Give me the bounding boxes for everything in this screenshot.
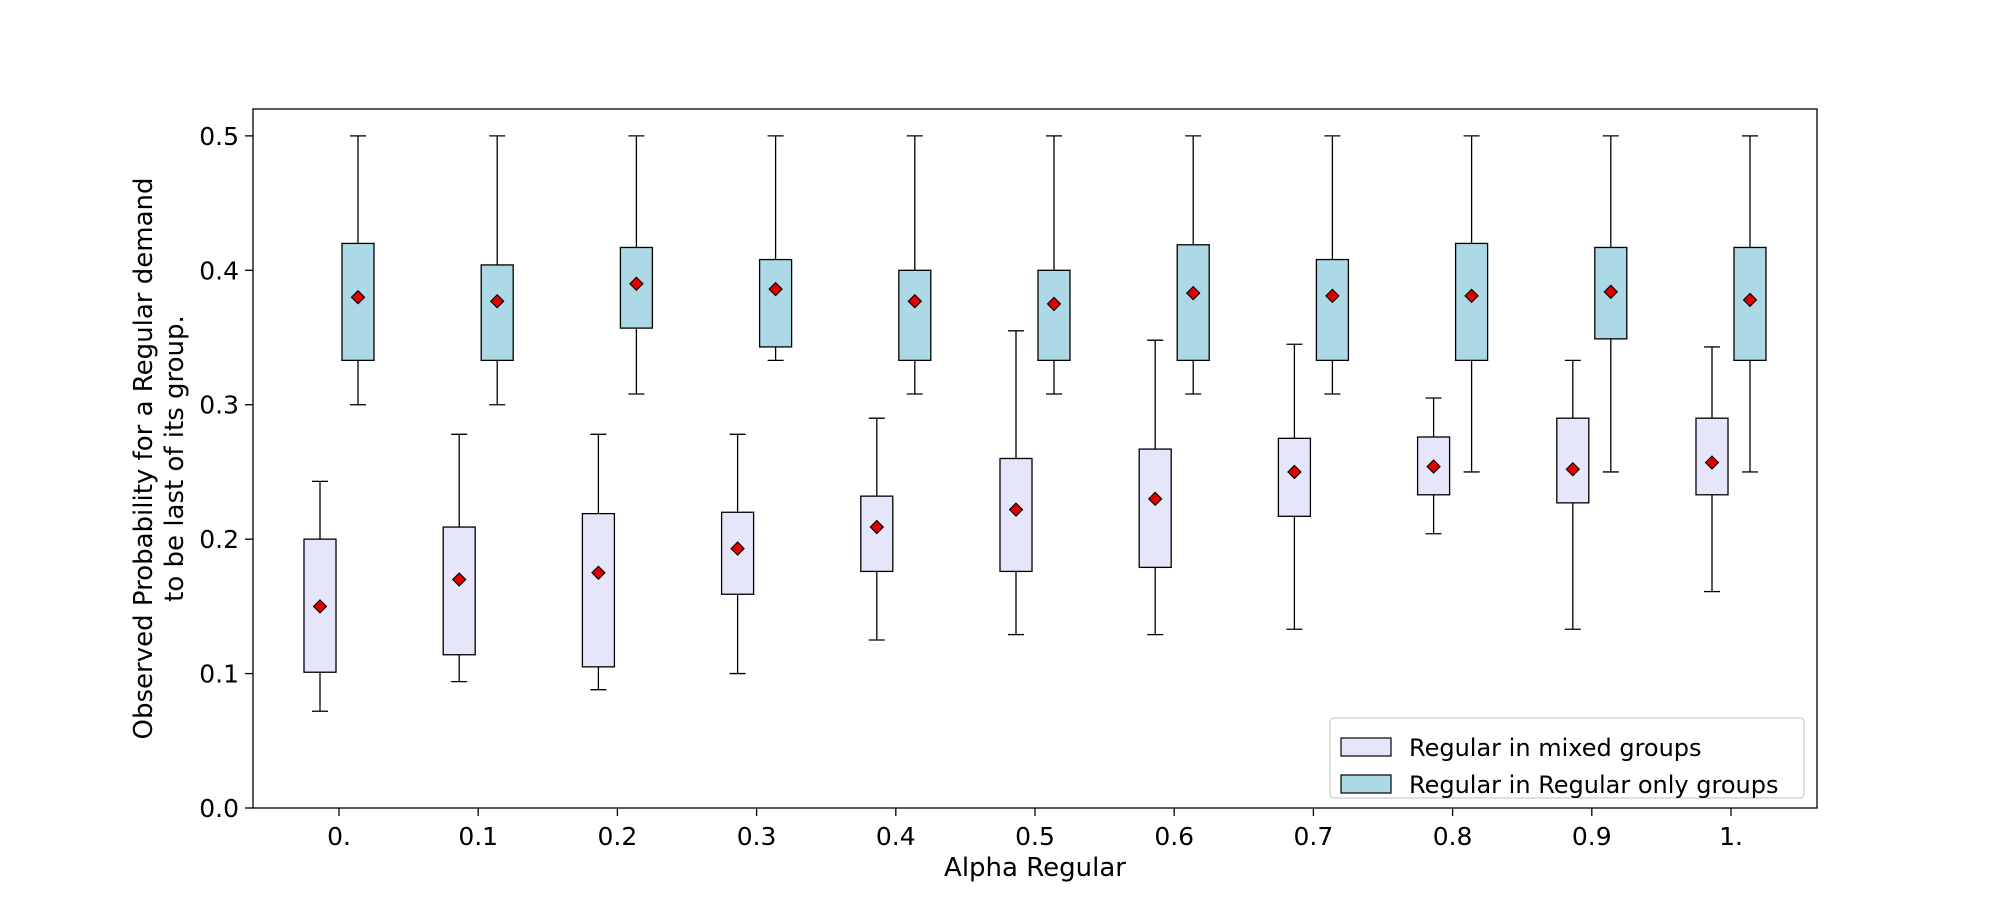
mean-marker (489, 293, 505, 309)
box (898, 269, 932, 362)
mean-marker (1325, 288, 1340, 304)
legend-label-mixed-groups: Regular in mixed groups (1409, 734, 1702, 762)
mean-marker (1147, 491, 1163, 507)
mean-marker (768, 281, 783, 297)
box-group-regular-only-0.5 (1037, 135, 1071, 395)
legend-swatch-mixed-groups (1340, 737, 1392, 757)
x-tick-label: 1. (1719, 822, 1743, 851)
box-group-regular-only-1. (1733, 135, 1767, 473)
x-tick-label: 0.4 (876, 822, 916, 851)
x-tick-label: 0.2 (598, 822, 638, 851)
box (1037, 269, 1071, 362)
box-group-mixed-0. (303, 480, 337, 712)
legend-frame (1329, 717, 1805, 799)
box-group-mixed-0.3 (720, 433, 755, 675)
x-tick-label: 0.5 (1015, 822, 1055, 851)
mean-marker (1185, 285, 1201, 301)
mean-marker (1426, 459, 1441, 474)
mean-marker (312, 599, 328, 614)
y-tick-label: 0.5 (199, 122, 239, 151)
plot-layer (303, 135, 1767, 712)
x-tick-label: 0.7 (1294, 822, 1334, 851)
box-group-regular-only-0.8 (1454, 135, 1489, 473)
box-group-mixed-1. (1695, 346, 1729, 593)
y-tick-label: 0.2 (199, 525, 239, 554)
box-group-mixed-0.6 (1138, 339, 1172, 636)
y-axis-label-line-1: Observed Probability for a Regular deman… (129, 178, 159, 740)
box (1556, 417, 1590, 504)
axes-layer: 0.0 0.1 0.2 0.3 0.4 0.5 0. 0.1 0.2 0.3 0.4 0.5 0.6 0.… (199, 122, 1743, 851)
x-tick-label: 0.9 (1572, 822, 1612, 851)
box (1176, 244, 1210, 362)
mean-marker (1603, 284, 1619, 300)
box (442, 526, 476, 656)
mean-marker (451, 572, 467, 587)
box-group-mixed-0.8 (1416, 397, 1451, 535)
mean-marker (869, 519, 885, 535)
box-group-regular-only-0.1 (480, 135, 514, 406)
y-tick-label: 0.0 (199, 794, 239, 823)
box-group-regular-only-0.7 (1315, 135, 1350, 395)
box-group-regular-only-0. (341, 135, 375, 406)
box-group-regular-only-0.6 (1176, 135, 1210, 395)
legend: Regular in mixed groups Regular in Regul… (1329, 717, 1805, 799)
box-group-mixed-0.5 (999, 330, 1033, 636)
box-group-mixed-0.2 (581, 433, 616, 691)
box-group-mixed-0.4 (860, 417, 894, 641)
mean-marker (1287, 464, 1302, 480)
box-group-regular-only-0.9 (1594, 135, 1628, 473)
x-tick-label: 0.6 (1154, 822, 1194, 851)
box (1315, 258, 1350, 362)
box (1138, 448, 1172, 569)
box-group-mixed-0.7 (1277, 343, 1312, 630)
box-group-mixed-0.9 (1556, 359, 1590, 630)
mean-marker (591, 565, 606, 581)
x-tick-label: 0.3 (737, 822, 777, 851)
mean-marker (907, 293, 923, 309)
legend-swatch-regular-only-groups (1340, 774, 1392, 794)
mean-marker (1464, 288, 1479, 304)
legend-label-regular-only-groups: Regular in Regular only groups (1409, 771, 1778, 799)
box (1277, 437, 1312, 517)
box-group-regular-only-0.2 (619, 135, 654, 395)
x-axis-label: Alpha Regular (944, 853, 1126, 883)
mean-marker (1046, 296, 1062, 312)
y-tick-label: 0.3 (199, 391, 239, 420)
mean-marker (1704, 455, 1720, 470)
box (758, 258, 793, 348)
y-tick-label: 0.1 (199, 660, 239, 689)
x-tick-label: 0. (327, 822, 351, 851)
box-group-regular-only-0.3 (758, 135, 793, 362)
x-tick-label: 0.8 (1433, 822, 1473, 851)
box-group-regular-only-0.4 (898, 135, 932, 395)
mean-marker (1565, 461, 1581, 477)
mean-marker (730, 541, 745, 556)
y-axis-label-line-2: to be last of its group. (160, 315, 190, 602)
x-tick-label: 0.1 (458, 822, 498, 851)
mean-marker (1008, 502, 1024, 517)
mean-marker (629, 276, 644, 292)
box-group-mixed-0.1 (442, 433, 476, 683)
box (581, 512, 616, 668)
mean-marker (1742, 292, 1758, 308)
box (480, 264, 514, 362)
y-tick-label: 0.4 (199, 256, 239, 285)
mean-marker (350, 289, 366, 305)
